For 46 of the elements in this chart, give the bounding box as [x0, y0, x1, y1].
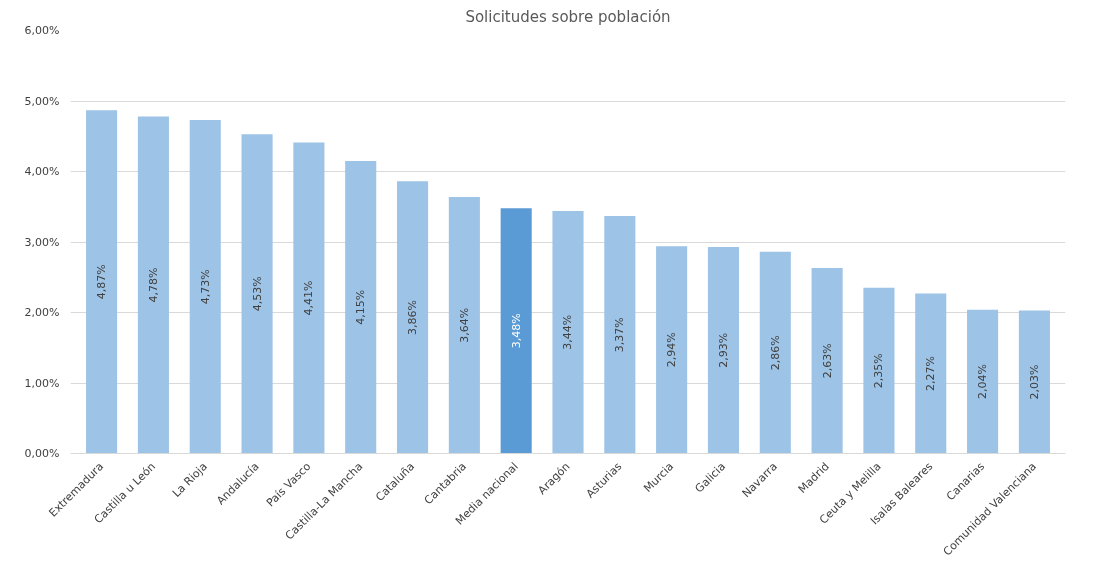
bar	[552, 210, 584, 454]
y-tick-label: 2,00%	[24, 306, 60, 319]
data-label: 2,04%	[976, 364, 990, 400]
bar	[500, 208, 532, 454]
bar	[448, 196, 480, 454]
data-label: 3,44%	[561, 314, 575, 350]
data-label: 4,53%	[250, 276, 264, 312]
data-label: 2,93%	[716, 332, 730, 368]
data-label: 3,37%	[613, 317, 627, 353]
chart-title: Solicitudes sobre población	[465, 7, 671, 26]
bar	[967, 309, 999, 454]
data-label: 4,41%	[302, 280, 316, 316]
bar	[189, 120, 221, 454]
data-label: 2,63%	[820, 343, 834, 379]
y-tick-label: 3,00%	[24, 235, 60, 249]
y-tick-label: 0,00%	[24, 447, 60, 460]
bar	[137, 116, 169, 454]
bar	[915, 293, 947, 454]
y-tick-label: 5,00%	[24, 94, 60, 108]
bar	[759, 251, 791, 454]
data-label: 4,15%	[354, 289, 368, 325]
y-tick-label: 6,00%	[24, 24, 60, 37]
data-label: 2,03%	[1027, 364, 1041, 400]
bar	[604, 215, 636, 454]
bar	[293, 142, 325, 454]
bar	[811, 268, 843, 454]
data-label: 3,48%	[509, 313, 523, 349]
bar	[656, 246, 688, 454]
bar	[86, 110, 118, 454]
bar	[707, 246, 740, 454]
y-tick-label: 1,00%	[24, 376, 60, 390]
data-label: 2,94%	[665, 332, 679, 368]
data-label: 4,78%	[146, 267, 160, 303]
data-label: 4,87%	[95, 264, 109, 300]
data-label: 3,64%	[457, 307, 471, 343]
bar	[1018, 310, 1050, 454]
bar	[345, 160, 377, 454]
data-label: 2,86%	[768, 335, 782, 371]
data-label: 3,86%	[406, 299, 420, 335]
bar	[241, 134, 273, 454]
data-label: 2,27%	[924, 356, 938, 391]
bar	[863, 287, 895, 454]
data-label: 4,73%	[198, 269, 212, 305]
data-label: 2,35%	[872, 353, 886, 389]
bar	[396, 181, 429, 454]
y-tick-label: 4,00%	[24, 165, 60, 178]
